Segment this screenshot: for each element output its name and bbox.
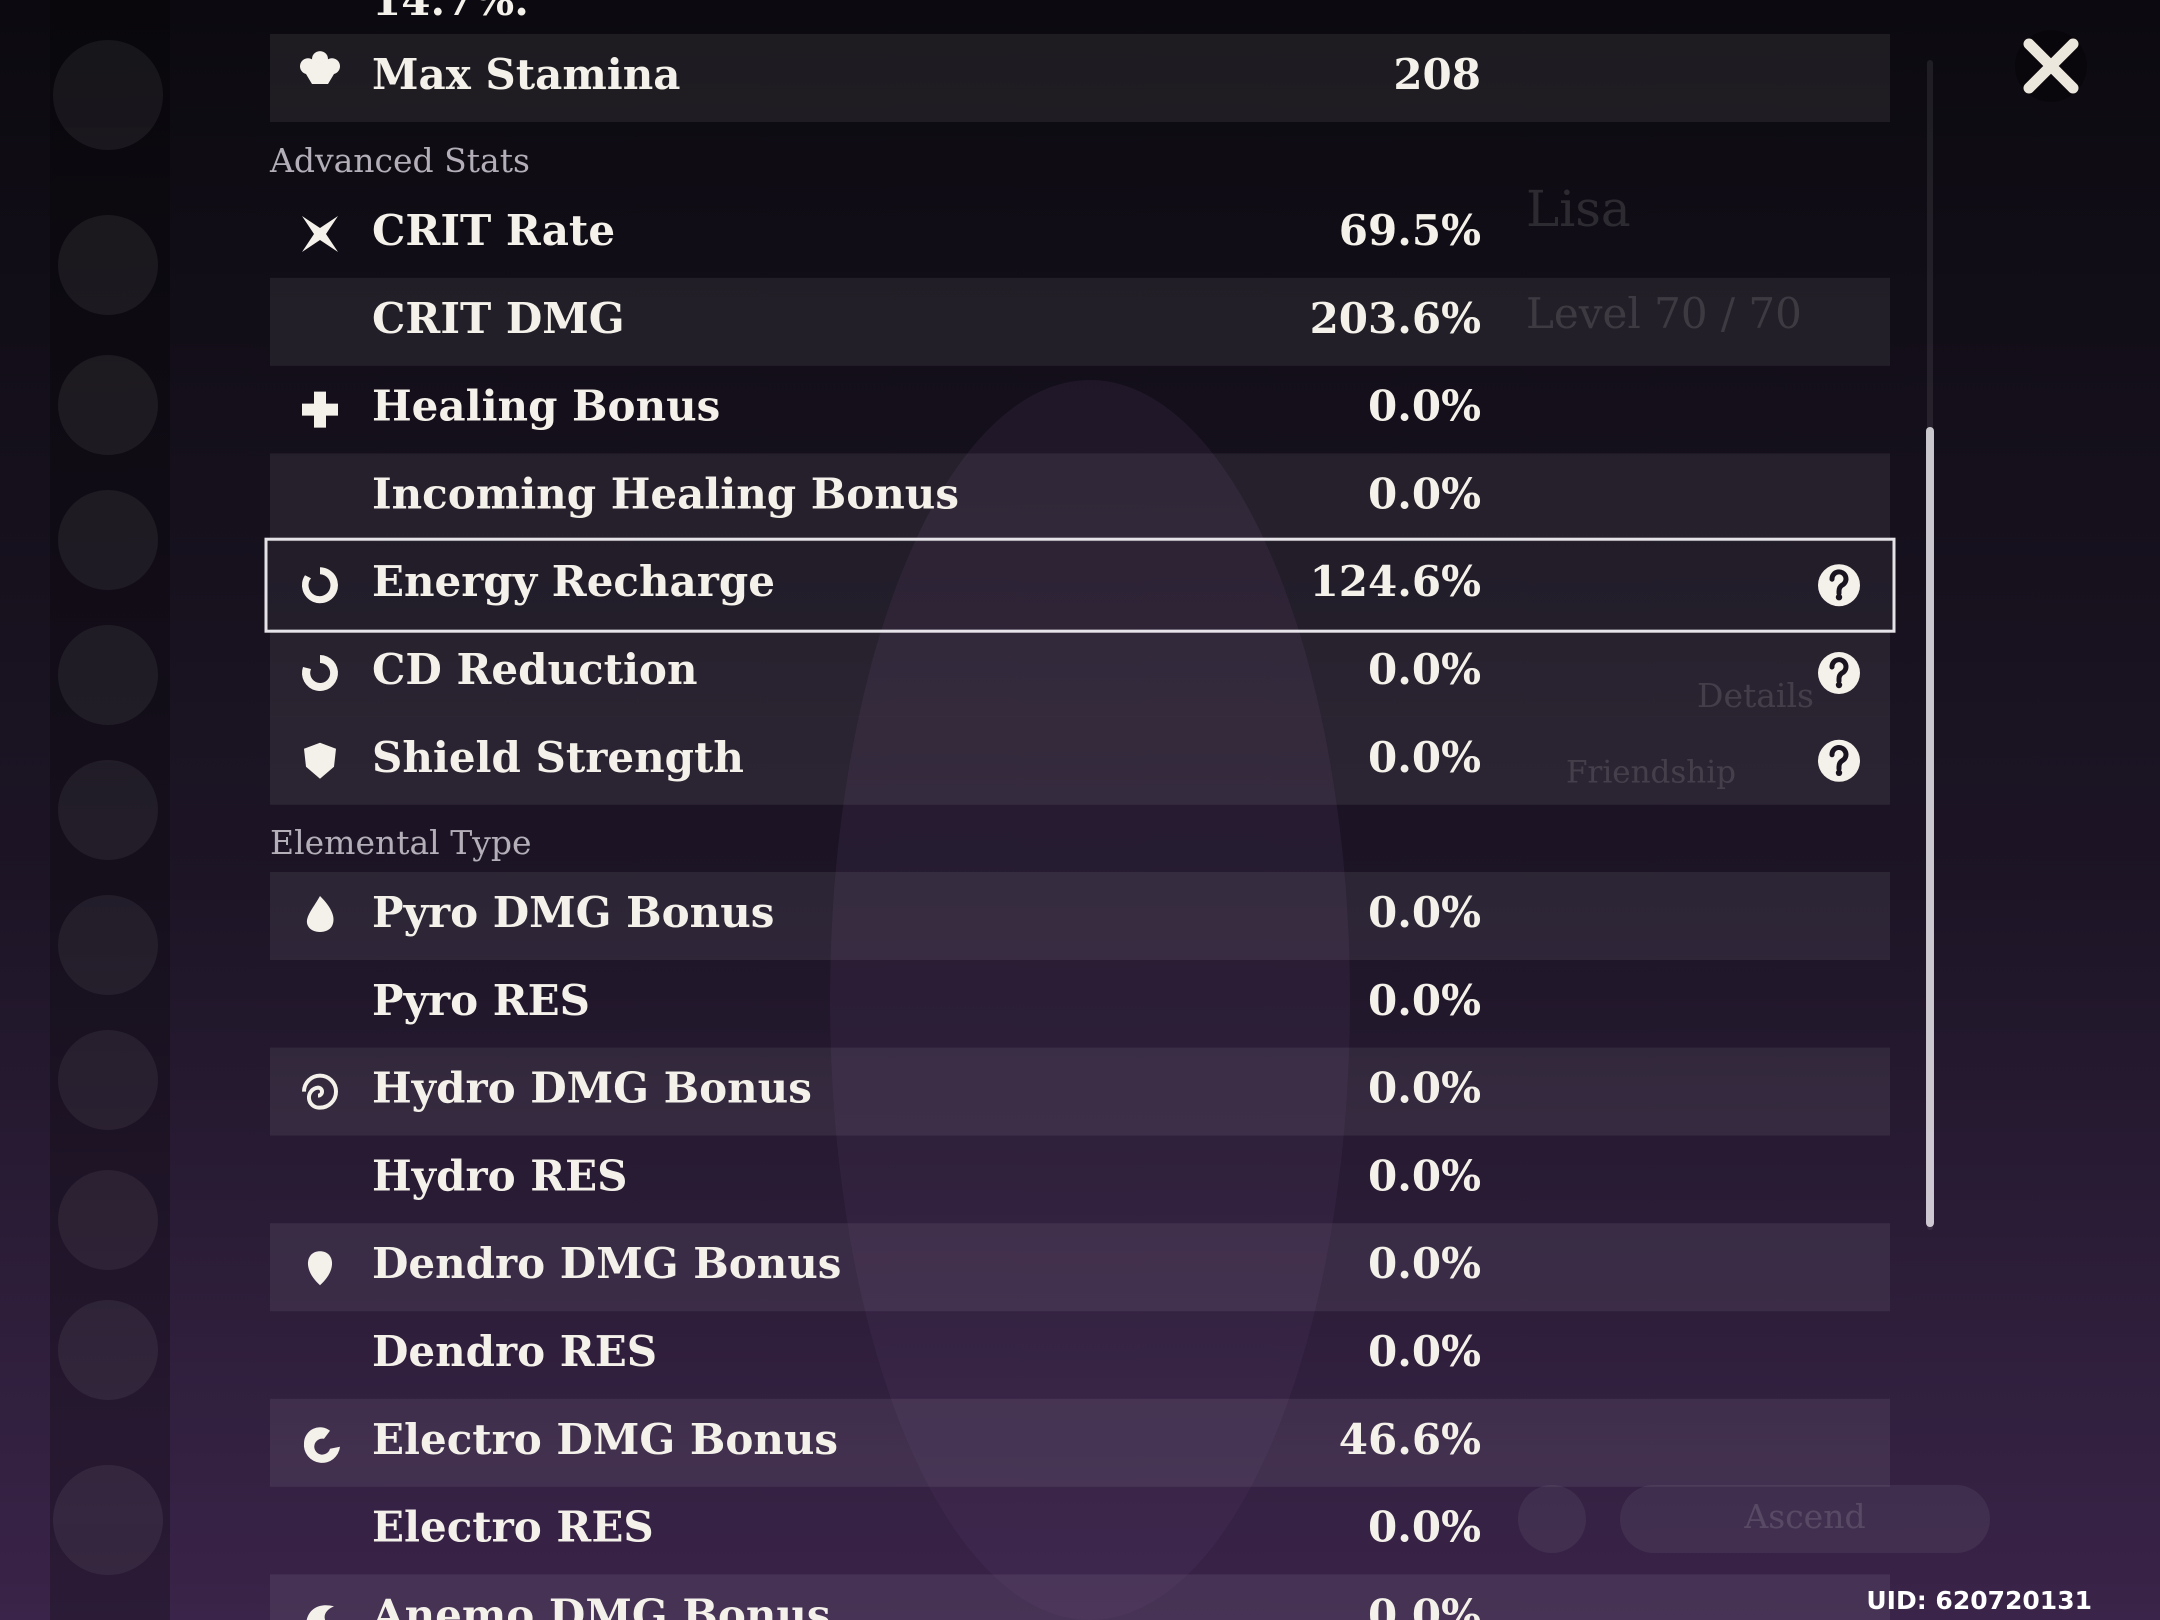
help-glyph bbox=[1829, 745, 1849, 772]
row-bg bbox=[270, 1047, 1890, 1136]
stat-icon bbox=[306, 1605, 334, 1620]
stat-label: Dendro RES bbox=[372, 1327, 657, 1376]
ascend-button[interactable]: Ascend bbox=[1743, 1497, 1865, 1536]
row-bg bbox=[270, 277, 1890, 366]
stat-icon bbox=[303, 1427, 340, 1463]
stat-value: 203.6% bbox=[1310, 294, 1481, 343]
stat-icon bbox=[302, 391, 338, 428]
sidebar bbox=[50, 0, 170, 1620]
help-icon[interactable] bbox=[1818, 739, 1860, 782]
stat-label: Healing Bonus bbox=[372, 382, 720, 431]
uid: UID: 620720131 bbox=[1866, 1586, 2092, 1615]
stat-label: Hydro RES bbox=[372, 1151, 627, 1200]
stat-icon bbox=[301, 655, 338, 691]
stats-panel: 14.7%. Max Stamina 208 Advanced Stats CRIT R… bbox=[264, 0, 1896, 1620]
row-bg bbox=[270, 34, 1890, 122]
character-level: Level 70 / 70 bbox=[1526, 289, 1802, 338]
stat-icon bbox=[304, 742, 336, 779]
close-button[interactable] bbox=[2015, 30, 2087, 102]
stat-value: 46.6% bbox=[1339, 1415, 1481, 1464]
character-silhouette bbox=[830, 380, 1350, 1620]
stat-label: Energy Recharge bbox=[372, 557, 775, 606]
stat-label: Hydro DMG Bonus bbox=[372, 1064, 812, 1113]
help-icon[interactable] bbox=[1818, 564, 1860, 607]
stat-label: Shield Strength bbox=[372, 733, 744, 782]
stat-label: Electro DMG Bonus bbox=[372, 1415, 838, 1464]
stat-value: 124.6% bbox=[1310, 557, 1481, 606]
row-bg bbox=[270, 716, 1890, 805]
stat-label: CRIT DMG bbox=[372, 294, 625, 343]
stat-icon bbox=[300, 51, 340, 84]
row-bg bbox=[270, 629, 1890, 717]
section-title: Advanced Stats bbox=[269, 141, 530, 180]
stat-value: 0.0% bbox=[1368, 976, 1481, 1025]
help-dot bbox=[1835, 594, 1843, 601]
sidebar-avatars bbox=[53, 40, 163, 1575]
stat-value: 0.0% bbox=[1368, 733, 1481, 782]
ascend-button-bg[interactable] bbox=[1620, 1485, 1990, 1553]
stat-label: Incoming Healing Bonus bbox=[372, 469, 959, 518]
stat-label: Pyro DMG Bonus bbox=[372, 888, 774, 937]
stat-value: 0.0% bbox=[1368, 1327, 1481, 1376]
details-button[interactable]: Details bbox=[1697, 676, 1814, 715]
stat-icon bbox=[301, 567, 338, 604]
help-dot bbox=[1835, 769, 1843, 776]
stat-icon bbox=[302, 216, 338, 252]
help-dot bbox=[1835, 681, 1843, 689]
row-bg bbox=[270, 872, 1890, 960]
character-name: Lisa bbox=[1526, 180, 1631, 238]
row-bg bbox=[270, 1398, 1890, 1487]
stat-value: 0.0% bbox=[1368, 1064, 1481, 1113]
row-highlight bbox=[264, 537, 1896, 633]
stat-value: 0.0% bbox=[1368, 1590, 1481, 1620]
stat-label: Dendro DMG Bonus bbox=[372, 1239, 841, 1288]
stat-icon bbox=[306, 896, 334, 932]
stat-icon bbox=[302, 1073, 338, 1110]
help-icon[interactable] bbox=[1818, 652, 1860, 694]
row-bg bbox=[270, 1574, 1890, 1620]
stat-label: CRIT Rate bbox=[372, 206, 615, 255]
row-bg bbox=[270, 453, 1890, 542]
stat-label: Max Stamina bbox=[372, 50, 680, 99]
stat-label: Pyro RES bbox=[372, 976, 590, 1025]
row-bg bbox=[270, 1223, 1890, 1312]
stat-value: 0.0% bbox=[1368, 1151, 1481, 1200]
help-glyph bbox=[1829, 569, 1849, 596]
stat-value: 69.5% bbox=[1339, 206, 1481, 255]
stat-icon bbox=[307, 1251, 333, 1286]
cutoff-text: 14.7%. bbox=[372, 0, 529, 25]
stat-value: 0.0% bbox=[1368, 1503, 1481, 1552]
stat-value: 0.0% bbox=[1368, 1239, 1481, 1288]
friendship: Friendship bbox=[1566, 755, 1736, 791]
stat-label: CD Reduction bbox=[372, 645, 697, 694]
stat-value: 208 bbox=[1393, 50, 1481, 99]
stat-label: Anemo DMG Bonus bbox=[371, 1590, 831, 1620]
stat-value: 0.0% bbox=[1368, 469, 1481, 518]
stat-label: Electro RES bbox=[372, 1503, 654, 1552]
wardrobe-button[interactable] bbox=[1518, 1485, 1586, 1553]
stat-value: 0.0% bbox=[1368, 888, 1481, 937]
section-title: Elemental Type bbox=[270, 823, 532, 862]
stat-value: 0.0% bbox=[1368, 382, 1481, 431]
help-glyph bbox=[1829, 657, 1849, 684]
scroll-thumb[interactable] bbox=[1926, 427, 1934, 1227]
stat-value: 0.0% bbox=[1368, 645, 1481, 694]
